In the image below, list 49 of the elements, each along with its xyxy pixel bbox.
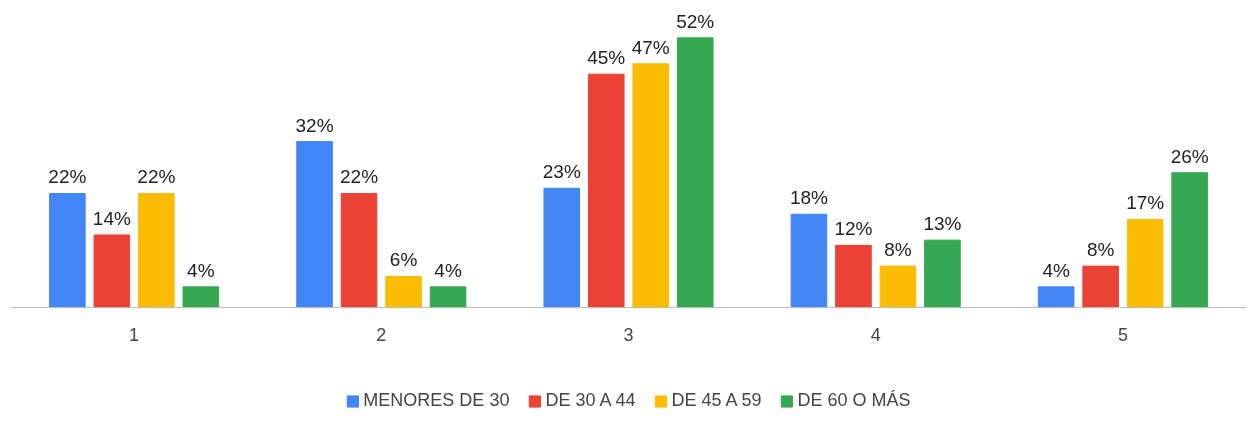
data-label: 22%: [137, 166, 176, 188]
data-label: 4%: [187, 259, 215, 281]
data-label: 18%: [789, 187, 829, 209]
bar: [879, 265, 917, 309]
bar: [543, 187, 581, 309]
bar: [138, 192, 175, 309]
data-label: 13%: [923, 213, 962, 235]
bar: [93, 234, 131, 309]
data-label: 32%: [295, 114, 334, 136]
bar: [835, 244, 872, 309]
bar: [429, 286, 467, 309]
data-label: 14%: [92, 207, 131, 229]
data-label: 4%: [434, 259, 462, 281]
bar: [587, 73, 625, 309]
bar: [1037, 286, 1075, 309]
data-label: 47%: [631, 36, 670, 58]
data-label: 17%: [1126, 192, 1165, 214]
data-label: 45%: [587, 47, 626, 69]
bar: [924, 239, 961, 309]
bar: [676, 37, 714, 309]
bar: [1082, 265, 1119, 309]
data-label: 12%: [834, 218, 873, 240]
x-tick-label: 1: [129, 324, 140, 345]
bar: [1126, 218, 1164, 309]
bar: [632, 63, 670, 309]
data-label: 6%: [389, 249, 418, 271]
data-label: 23%: [542, 161, 581, 183]
x-tick-label: 5: [1117, 324, 1128, 345]
data-label: 52%: [676, 10, 715, 32]
data-label: 22%: [48, 166, 87, 188]
legend-label: DE 30 A 44: [545, 390, 636, 411]
bar: [49, 192, 86, 309]
x-tick-label: 3: [623, 324, 634, 345]
data-label: 4%: [1042, 259, 1070, 281]
legend-label: DE 45 A 59: [671, 390, 762, 411]
legend-label: MENORES DE 30: [363, 390, 510, 411]
data-label: 26%: [1170, 145, 1209, 167]
data-label: 8%: [1086, 239, 1115, 261]
bar: [182, 286, 220, 309]
data-label: 8%: [884, 239, 912, 261]
bar: [385, 275, 422, 309]
bar: [296, 141, 333, 309]
x-tick-label: 4: [870, 324, 881, 345]
bar: [790, 213, 828, 309]
data-label: 22%: [340, 166, 379, 188]
bar: [1171, 172, 1208, 309]
x-tick-label: 2: [376, 324, 387, 345]
legend-label: DE 60 O MÁS: [797, 390, 911, 411]
bar: [340, 192, 378, 309]
